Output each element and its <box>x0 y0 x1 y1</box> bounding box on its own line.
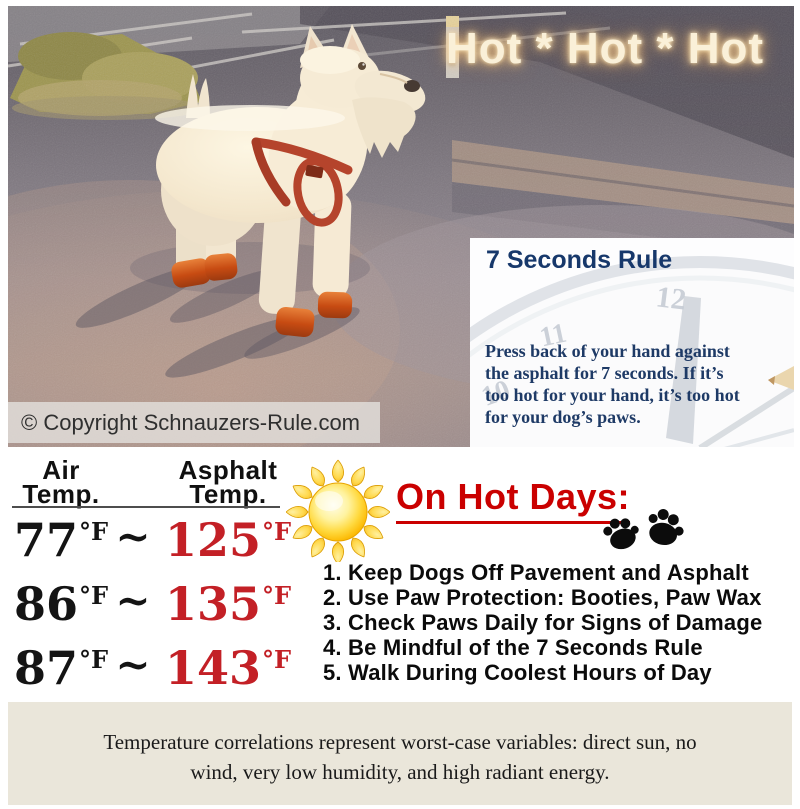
asphalt-temp-header: Asphalt Temp. <box>178 455 278 509</box>
clock-watermark-icon <box>470 256 794 447</box>
seven-seconds-rule-box: 12 11 10 7 Seconds Rule Press back of yo… <box>470 238 794 447</box>
dog-photo: Hot * Hot * Hot 12 11 10 7 Seconds Rule … <box>8 6 794 447</box>
air-temp-value: 86°F <box>13 577 109 631</box>
tilde: ~ <box>115 575 151 625</box>
tip-item: 3. Check Paws Daily for Signs of Damage <box>323 610 763 635</box>
table-underline <box>12 506 280 508</box>
tip-item: 5. Walk During Coolest Hours of Day <box>323 660 712 685</box>
clock-number: 12 <box>654 280 688 317</box>
temp-row: 86°F ~ 135°F <box>10 572 302 636</box>
sun-icon <box>286 459 390 562</box>
temperature-table-header: Air Temp. Asphalt Temp. <box>10 455 302 509</box>
hot-days-tips: 1. Keep Dogs Off Pavement and Asphalt 2.… <box>323 560 795 685</box>
copyright-bar: © Copyright Schnauzers-Rule.com <box>8 402 380 443</box>
tip-item: 2. Use Paw Protection: Booties, Paw Wax <box>323 585 762 610</box>
rule-box-title: 7 Seconds Rule <box>486 246 673 274</box>
disclaimer-text: Temperature correlations represent worst… <box>103 730 697 784</box>
schnauzer-dog <box>155 24 426 338</box>
temp-row: 87°F ~ 143°F <box>10 636 302 700</box>
disclaimer-box: Temperature correlations represent worst… <box>8 702 792 805</box>
paw-prints-icon <box>603 508 684 550</box>
tip-item: 4. Be Mindful of the 7 Seconds Rule <box>323 635 703 660</box>
air-temp-value: 77°F <box>13 513 109 567</box>
tilde: ~ <box>115 639 151 689</box>
temp-row: 77°F ~ 125°F <box>10 508 302 572</box>
tip-item: 1. Keep Dogs Off Pavement and Asphalt <box>323 560 749 585</box>
tilde: ~ <box>115 511 151 561</box>
hot-days-heading: On Hot Days: <box>396 476 631 524</box>
asphalt-temp-value: 143°F <box>164 641 292 695</box>
asphalt-temp-value: 125°F <box>164 513 292 567</box>
temperature-table: 77°F ~ 125°F 86°F ~ 135°F 87°F ~ 143°F <box>10 508 302 700</box>
hot-title: Hot * Hot * Hot <box>445 24 764 73</box>
air-temp-value: 87°F <box>13 641 109 695</box>
asphalt-temp-value: 135°F <box>164 577 292 631</box>
rule-box-body: Press back of your hand against the asph… <box>485 341 740 427</box>
air-temp-header: Air Temp. <box>22 455 100 509</box>
